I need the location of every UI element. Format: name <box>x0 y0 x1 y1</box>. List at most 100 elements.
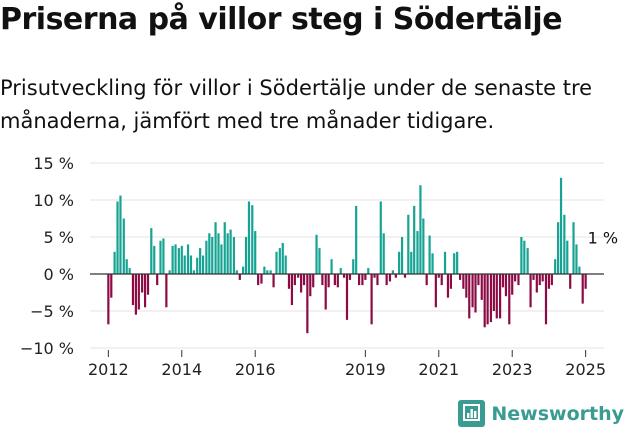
bar <box>575 244 578 274</box>
bar <box>584 274 587 289</box>
bar <box>183 255 186 274</box>
bar <box>306 274 309 334</box>
bar <box>201 255 205 274</box>
bar <box>431 253 434 274</box>
bar <box>128 268 131 274</box>
y-tick-label: −5 % <box>30 302 74 321</box>
x-tick-label: 2025 <box>565 360 606 379</box>
bar <box>440 274 443 286</box>
bar <box>544 274 548 325</box>
brand-name: Newsworthy <box>491 402 624 425</box>
bar <box>541 274 544 282</box>
y-tick-label: −10 % <box>20 339 74 358</box>
bar <box>220 244 223 274</box>
bar <box>559 177 563 274</box>
bar <box>199 248 202 274</box>
bar <box>492 274 495 311</box>
bar <box>428 235 431 274</box>
bar <box>226 233 229 274</box>
bar <box>345 274 349 320</box>
bar <box>315 234 318 274</box>
bar <box>235 270 238 274</box>
bar <box>569 274 572 289</box>
bar <box>180 245 183 274</box>
bar <box>511 274 514 295</box>
bar <box>171 245 174 274</box>
brand-logo[interactable]: Newsworthy <box>458 400 624 427</box>
bar <box>382 233 385 274</box>
bar <box>196 257 199 274</box>
bar <box>355 205 358 274</box>
bar <box>232 237 236 274</box>
bar <box>339 268 342 274</box>
bar <box>229 229 232 274</box>
y-tick-label: 5 % <box>44 228 74 247</box>
bar <box>557 222 560 274</box>
bar <box>238 274 241 280</box>
bar <box>131 274 135 306</box>
bar <box>486 274 489 325</box>
bar <box>162 238 165 274</box>
bar <box>321 274 324 286</box>
y-tick-label: 15 % <box>33 154 74 173</box>
bar <box>483 274 486 328</box>
bar <box>177 248 180 274</box>
bar <box>309 274 312 297</box>
newsworthy-logo-icon <box>458 400 486 427</box>
bar <box>495 274 498 319</box>
bar <box>260 274 263 284</box>
bar <box>137 274 140 310</box>
bar <box>566 240 569 274</box>
bar <box>419 185 422 274</box>
y-axis: −10 % −5 % 0 % 5 % 10 % 15 % <box>20 154 74 358</box>
bar <box>523 240 526 274</box>
bar <box>480 274 483 300</box>
bar <box>468 274 471 319</box>
bar <box>422 218 425 274</box>
bar <box>300 274 303 293</box>
bar <box>388 274 392 282</box>
bar <box>278 248 281 274</box>
bar <box>425 274 428 286</box>
bar <box>242 266 245 274</box>
y-tick-label: 10 % <box>33 191 74 210</box>
bar <box>208 233 211 274</box>
bar <box>134 274 137 315</box>
bar <box>376 274 379 286</box>
bar <box>342 274 346 278</box>
bar <box>113 251 116 274</box>
bar <box>156 274 159 286</box>
bar <box>302 274 306 286</box>
bar <box>535 274 538 293</box>
bar <box>373 274 376 278</box>
bar <box>501 274 505 288</box>
bar <box>403 274 407 278</box>
bar <box>489 274 493 323</box>
bar <box>269 270 272 274</box>
bar <box>514 274 517 282</box>
bar <box>189 255 193 274</box>
bar <box>312 274 315 288</box>
bar <box>413 205 416 274</box>
bar <box>538 274 541 286</box>
bar <box>471 274 474 308</box>
bar <box>122 218 125 274</box>
bar <box>165 274 168 308</box>
bar <box>370 274 373 325</box>
bar <box>394 274 397 278</box>
bar <box>287 274 291 289</box>
bar <box>367 268 370 274</box>
bar <box>446 274 450 298</box>
bar <box>554 259 557 274</box>
bar <box>272 274 275 288</box>
bar <box>186 244 190 274</box>
bar <box>257 274 260 286</box>
bar <box>364 274 367 280</box>
bar <box>116 201 119 274</box>
bar <box>290 274 294 306</box>
bar <box>416 231 419 274</box>
bar <box>477 274 480 286</box>
bar <box>141 274 144 293</box>
bar <box>244 237 248 274</box>
